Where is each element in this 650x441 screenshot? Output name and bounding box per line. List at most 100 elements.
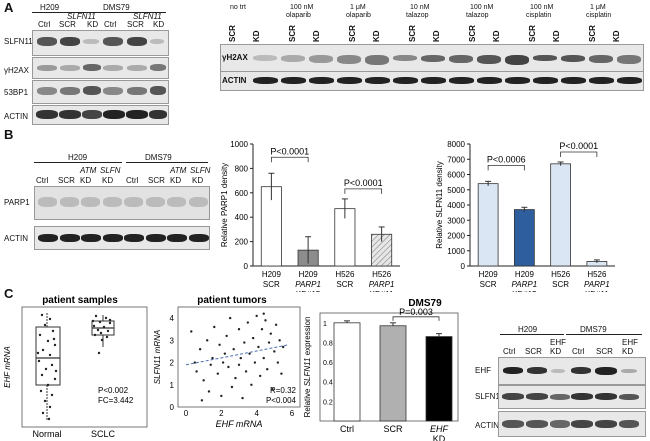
- c-lane-label: Ctrl: [503, 347, 516, 356]
- data-point: [46, 339, 50, 343]
- x-tick-label: SCR: [480, 280, 497, 289]
- data-point: [262, 356, 265, 360]
- data-point: [225, 334, 228, 338]
- y-tick-label: 600: [235, 189, 249, 198]
- data-point: [251, 336, 255, 340]
- a-lane-kd: KD: [312, 30, 321, 42]
- y-axis-label: SLFN11 mRNA: [153, 330, 162, 385]
- data-point: [104, 316, 108, 320]
- data-point: [209, 363, 212, 366]
- slfn11-label-1: SLFN11: [67, 12, 96, 21]
- data-point: [248, 352, 251, 355]
- x-tick-label: H209: [299, 270, 319, 279]
- x-tick-label: KD#11: [585, 290, 609, 292]
- x-tick-label: 2: [219, 409, 224, 418]
- y-axis-label: Relative SLFN11 expression: [303, 317, 312, 418]
- y-tick-label: 0.4: [323, 380, 333, 387]
- panel-label-c: C: [4, 286, 14, 301]
- data-point: [43, 399, 47, 403]
- p-value: P<0.0001: [270, 146, 309, 156]
- y-tick-label: 4: [170, 314, 175, 323]
- data-point: [220, 394, 223, 398]
- a-lane-kd: KD: [612, 30, 621, 42]
- data-point: [213, 325, 216, 329]
- y-tick-label: 6000: [447, 171, 465, 180]
- data-point: [239, 356, 242, 360]
- y-tick-label: 200: [235, 238, 249, 247]
- a-lane-scr: SCR: [288, 25, 297, 42]
- data-point: [53, 377, 57, 381]
- x-tick-label: PARP1: [512, 280, 538, 289]
- x-tick-label: SCR: [552, 280, 569, 289]
- chart-title: patient samples: [42, 295, 118, 306]
- y-tick-label: 3: [170, 336, 175, 345]
- data-point: [195, 370, 198, 373]
- p-value: P<0.0001: [344, 178, 383, 188]
- data-point: [221, 361, 225, 364]
- row-label-actin-r: ACTIN: [222, 76, 247, 85]
- y-tick-label: 1: [170, 381, 175, 390]
- data-point: [92, 324, 96, 328]
- x-tick-label: H526: [372, 270, 392, 279]
- group-h209: H209: [40, 3, 60, 12]
- x-tick-label: H209: [262, 270, 282, 279]
- y-tick-label: 3000: [447, 216, 465, 225]
- bar: [379, 325, 407, 422]
- blot-actin-treatment: [220, 71, 644, 91]
- data-point: [48, 317, 52, 321]
- a-lane-label: SCR: [127, 20, 144, 29]
- b-upper-label: SLFN: [100, 166, 121, 175]
- data-point: [108, 318, 112, 322]
- x-tick-label: 4: [254, 409, 259, 418]
- y-tick-label: 1000: [230, 140, 248, 149]
- row-label-slfn11: SLFN11: [4, 37, 33, 46]
- a-lane-kd: KD: [252, 30, 261, 42]
- significance-bracket: [270, 156, 309, 163]
- data-point: [102, 325, 106, 329]
- x-tick-label: Normal: [32, 429, 61, 439]
- a-lane-scr: SCR: [468, 25, 477, 42]
- data-point: [193, 361, 197, 364]
- data-point: [41, 411, 45, 415]
- y-tick-label: 1: [323, 321, 327, 328]
- data-point: [206, 339, 209, 342]
- c-group-h209: H209: [518, 325, 538, 334]
- a-cond-label: 100 nM: [290, 4, 314, 11]
- b-lane-label: Ctrl: [126, 176, 139, 185]
- a-lane-scr: SCR: [348, 25, 357, 42]
- c-lane-label: KD: [550, 347, 562, 356]
- x-tick-label: 6: [290, 409, 295, 418]
- p-value: P<0.004: [266, 396, 297, 405]
- c-lane-label: SCR: [525, 347, 542, 356]
- p-value: P<0.0001: [559, 141, 598, 151]
- significance-bracket: [344, 188, 383, 194]
- blot-ehf: [498, 357, 646, 385]
- blot-actin-a: [32, 105, 169, 125]
- y-tick-label: 0.6: [323, 360, 333, 367]
- a-cond-label: 1 μM: [590, 4, 606, 11]
- blot-actin-b: [34, 226, 210, 250]
- blot-actin-c: [498, 411, 646, 437]
- data-point: [218, 343, 221, 346]
- data-point: [96, 328, 100, 332]
- y-axis-label: Relative SLFN11 density: [435, 161, 444, 248]
- y-tick-label: 2000: [447, 232, 465, 241]
- data-point: [51, 329, 55, 333]
- b-lane-label: KD: [170, 176, 182, 185]
- x-tick-label: EHF: [430, 424, 449, 434]
- a-drug-label: cisplatin: [526, 12, 552, 19]
- row-label-ehf: EHF: [475, 366, 491, 375]
- data-point: [267, 341, 271, 344]
- a-lane-label: Ctrl: [104, 20, 117, 29]
- data-point: [39, 389, 43, 393]
- data-point: [40, 373, 44, 377]
- x-tick-label: H526: [335, 270, 355, 279]
- data-point: [255, 314, 258, 318]
- c-upper-label: EHF: [550, 338, 566, 347]
- data-point: [280, 372, 283, 375]
- blot-parp1: [34, 186, 210, 220]
- c-lane-label: SCR: [596, 347, 613, 356]
- y-tick-label: 0.2: [323, 399, 333, 406]
- data-point: [264, 319, 267, 322]
- a-cond-label: 100 nM: [470, 4, 494, 11]
